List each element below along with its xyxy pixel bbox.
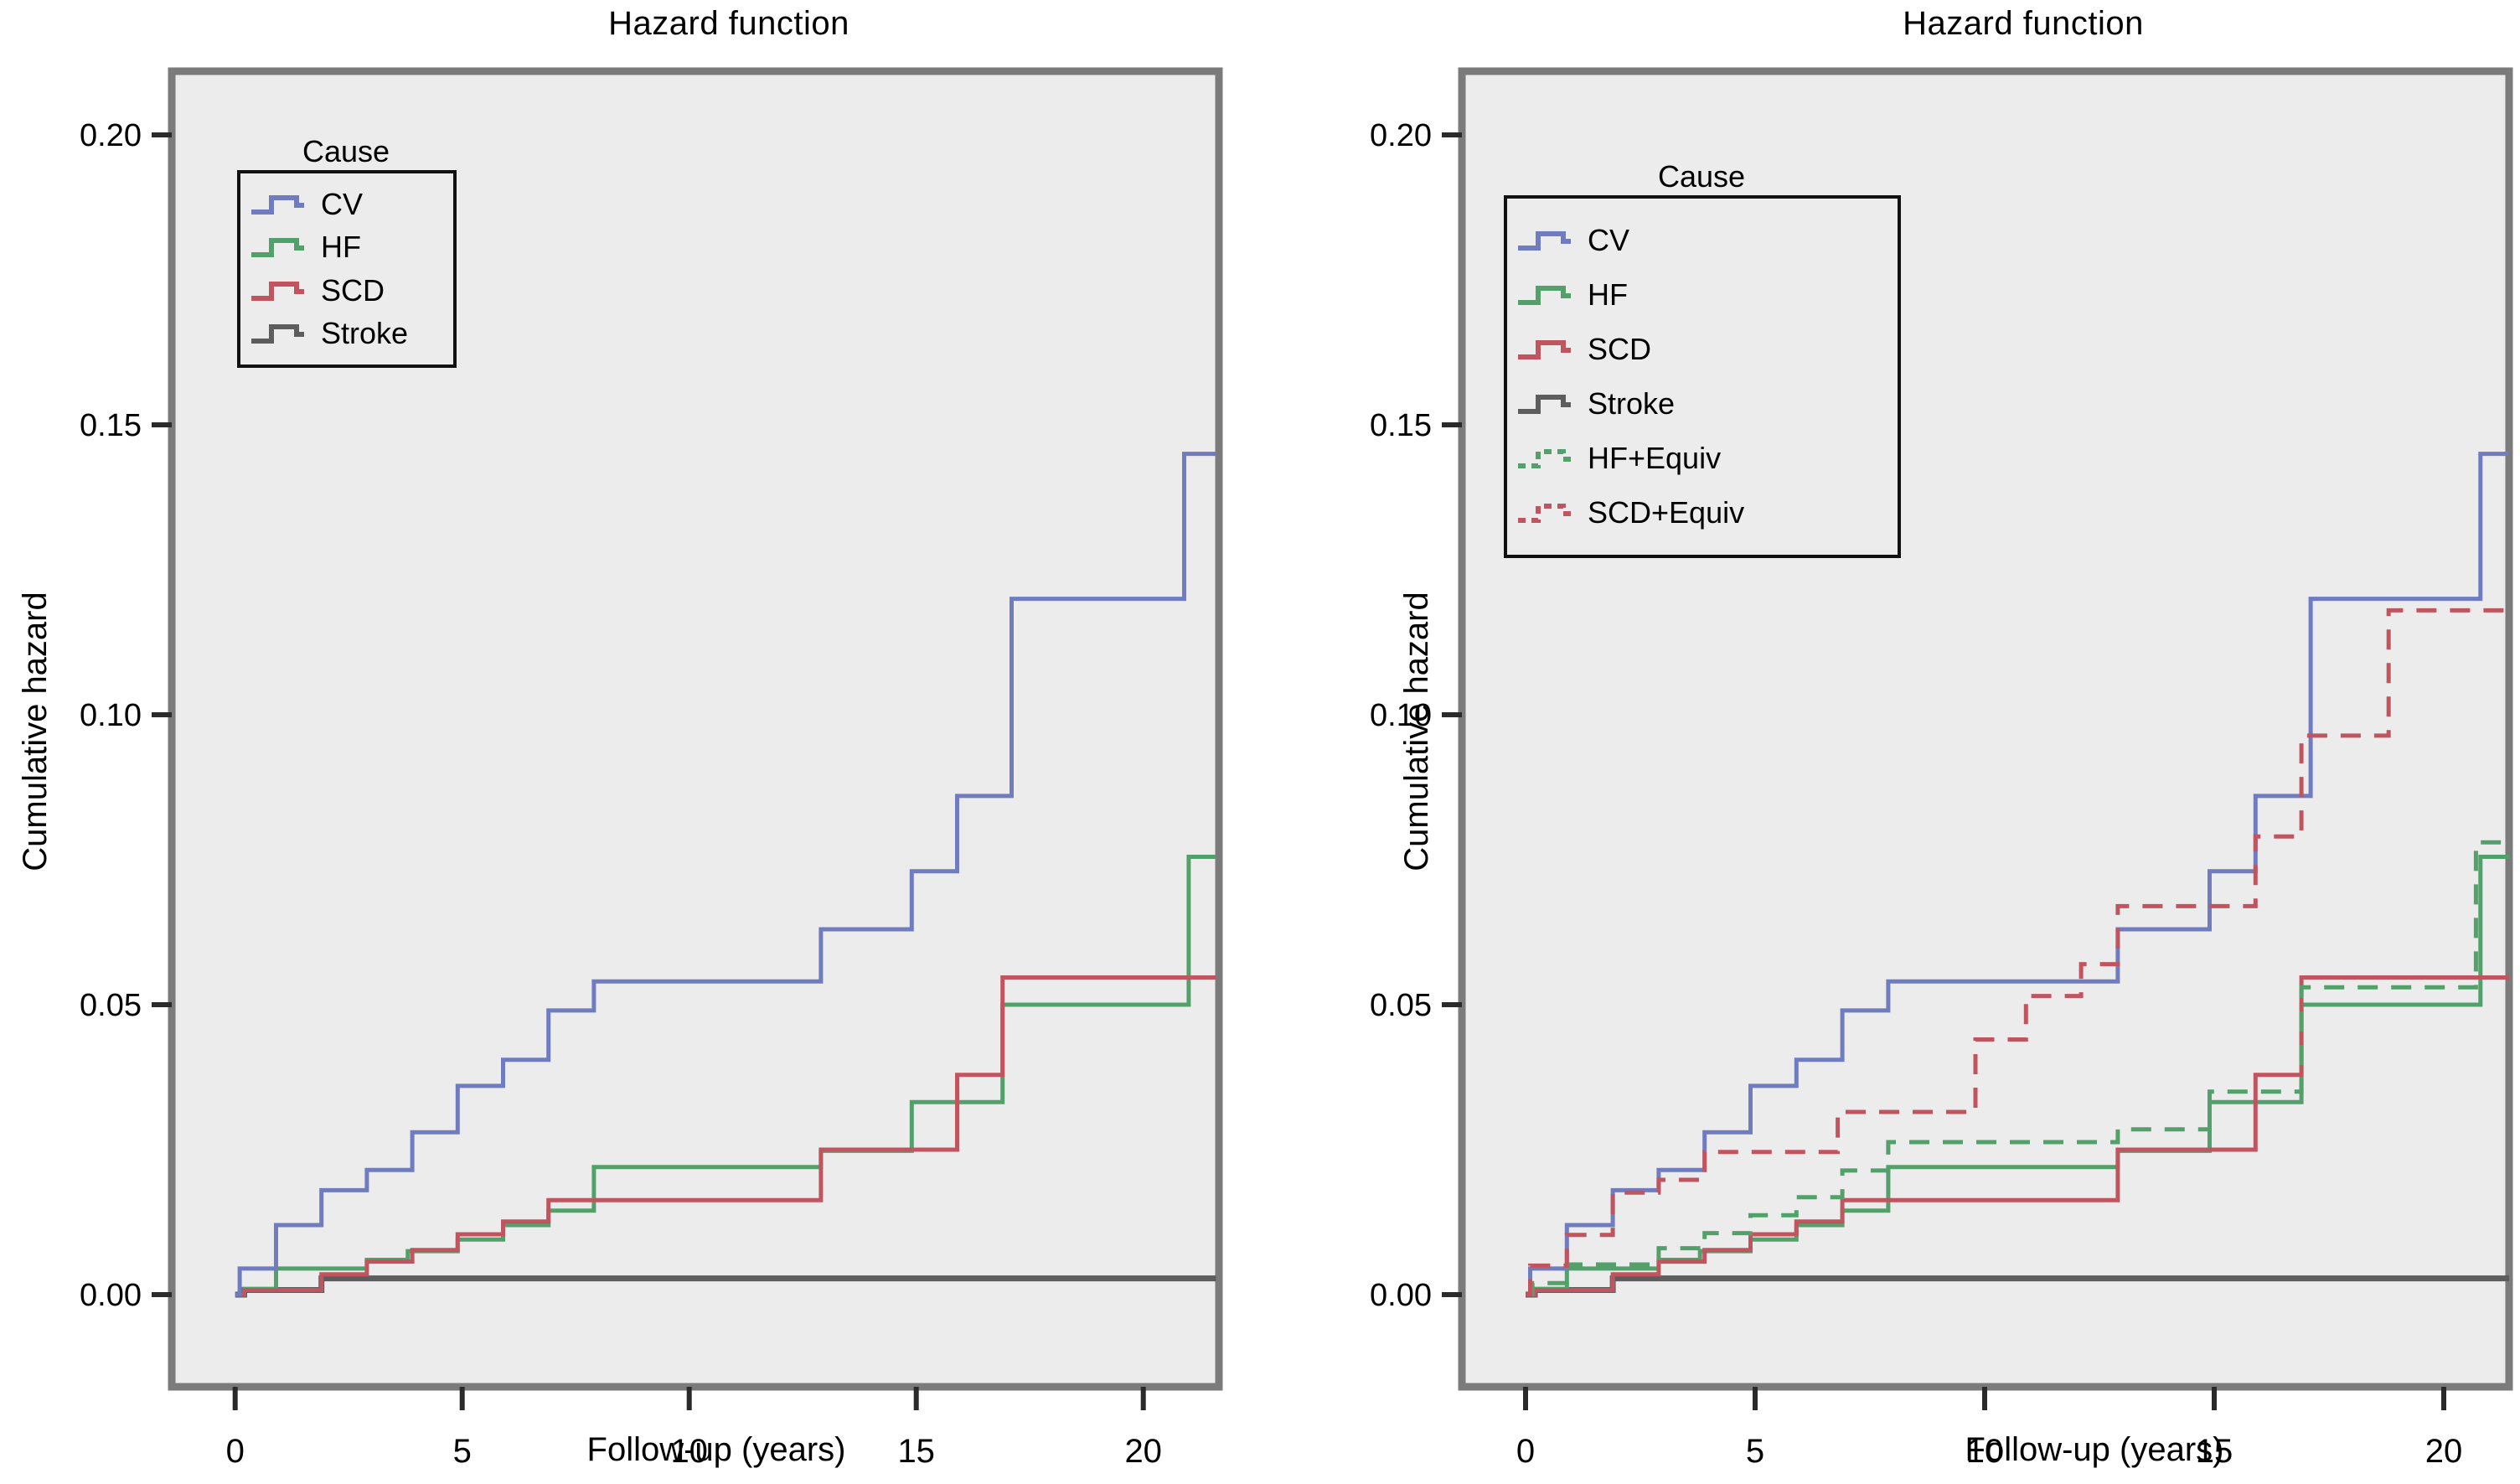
legend-label: SCD xyxy=(321,272,385,308)
legend-step-glyph xyxy=(251,238,304,258)
left-legend-title: Cause xyxy=(302,134,390,168)
legend-label: CV xyxy=(1588,223,1630,257)
y-tick-label: 0.00 xyxy=(80,1278,142,1313)
right-x-axis-label: Follow-up (years) xyxy=(1965,1431,2224,1468)
legend-step-swatch xyxy=(251,238,304,258)
legend-item-stroke: Stroke xyxy=(1516,386,1889,421)
x-tick-label: 10 xyxy=(670,1433,708,1470)
x-tick-label: 15 xyxy=(897,1433,935,1470)
y-tick-label: 0.15 xyxy=(80,408,142,443)
x-tick-label: 20 xyxy=(1124,1433,1162,1470)
left-plot-title: Hazard function xyxy=(608,5,849,42)
right-y-axis-label: Cumulative hazard xyxy=(1398,592,1435,871)
legend-label: SCD xyxy=(1588,332,1652,366)
legend-item-scd: SCD xyxy=(249,273,445,308)
series-cv xyxy=(235,452,1216,1297)
x-tick-label: 15 xyxy=(2196,1433,2233,1470)
curves-layer xyxy=(1526,452,2509,1298)
legend-item-stroke: Stroke xyxy=(249,316,445,351)
legend-step-glyph xyxy=(251,194,304,215)
legend-item-scd: SCD xyxy=(1516,332,1889,367)
legend-step-swatch xyxy=(1518,395,1571,414)
y-tick-label: 0.00 xyxy=(1370,1278,1432,1313)
x-tick-label: 5 xyxy=(453,1433,472,1470)
series-scd xyxy=(1526,975,2509,1297)
legend-step-glyph xyxy=(1518,395,1571,414)
series-hf+equiv xyxy=(1526,840,2509,1297)
legend-item-cv: CV xyxy=(249,187,445,222)
legend-step-glyph xyxy=(1518,340,1571,359)
series-scd xyxy=(235,975,1216,1297)
legend-step-swatch xyxy=(1518,449,1571,468)
x-tick-label: 5 xyxy=(1746,1433,1764,1470)
legend-label: HF+Equiv xyxy=(1588,441,1722,475)
left-x-axis-label: Follow-up (years) xyxy=(586,1431,846,1468)
legend-item-cv: CV xyxy=(1516,223,1889,258)
y-tick-label: 0.15 xyxy=(1370,408,1432,443)
legend-step-glyph xyxy=(251,324,304,344)
legend-step-glyph xyxy=(1518,504,1571,523)
right-legend-box: CV HF SCD Stroke HF+Equiv SCD+Equiv xyxy=(1504,195,1901,558)
y-tick-label: 0.05 xyxy=(1370,988,1432,1023)
legend-label: Stroke xyxy=(321,316,409,351)
series-cv xyxy=(1526,452,2509,1297)
legend-step-swatch xyxy=(251,324,304,344)
legend-step-glyph xyxy=(1518,231,1571,251)
right-legend-title: Cause xyxy=(1657,159,1746,194)
series-hf xyxy=(1526,855,2509,1297)
y-tick-label: 0.10 xyxy=(80,698,142,733)
series-scd+equiv xyxy=(1526,608,2509,1297)
legend-label: HF xyxy=(321,230,361,265)
x-tick-label: 0 xyxy=(226,1433,245,1470)
legend-step-glyph xyxy=(1518,449,1571,468)
left-y-axis-label: Cumulative hazard xyxy=(17,592,54,871)
legend-step-glyph xyxy=(251,281,304,301)
legend-item-hf: HF xyxy=(1516,277,1889,313)
legend-step-glyph xyxy=(1518,286,1571,305)
legend-label: Stroke xyxy=(1588,386,1676,421)
legend-label: HF xyxy=(1588,277,1628,312)
legend-step-swatch xyxy=(1518,231,1571,251)
legend-step-swatch xyxy=(1518,340,1571,359)
curves-layer xyxy=(235,452,1216,1298)
y-tick-label: 0.20 xyxy=(1370,118,1432,153)
legend-item-hf: HF xyxy=(249,230,445,265)
legend-step-swatch xyxy=(1518,504,1571,523)
x-tick-label: 20 xyxy=(2425,1433,2463,1470)
legend-step-swatch xyxy=(251,281,304,301)
legend-label: CV xyxy=(321,186,364,221)
y-tick-label: 0.05 xyxy=(80,988,142,1023)
legend-item-hf+equiv: HF+Equiv xyxy=(1516,441,1889,476)
y-tick-label: 0.10 xyxy=(1370,698,1432,733)
legend-label: SCD+Equiv xyxy=(1588,495,1745,530)
x-tick-label: 0 xyxy=(1516,1433,1535,1470)
legend-step-swatch xyxy=(251,194,304,215)
legend-step-swatch xyxy=(1518,286,1571,305)
y-tick-label: 0.20 xyxy=(80,118,142,153)
legend-item-scd+equiv: SCD+Equiv xyxy=(1516,495,1889,530)
series-hf xyxy=(235,855,1216,1297)
left-legend-box: CV HF SCD Stroke xyxy=(237,170,457,368)
x-tick-label: 10 xyxy=(1966,1433,2004,1470)
right-plot-title: Hazard function xyxy=(1903,5,2144,42)
